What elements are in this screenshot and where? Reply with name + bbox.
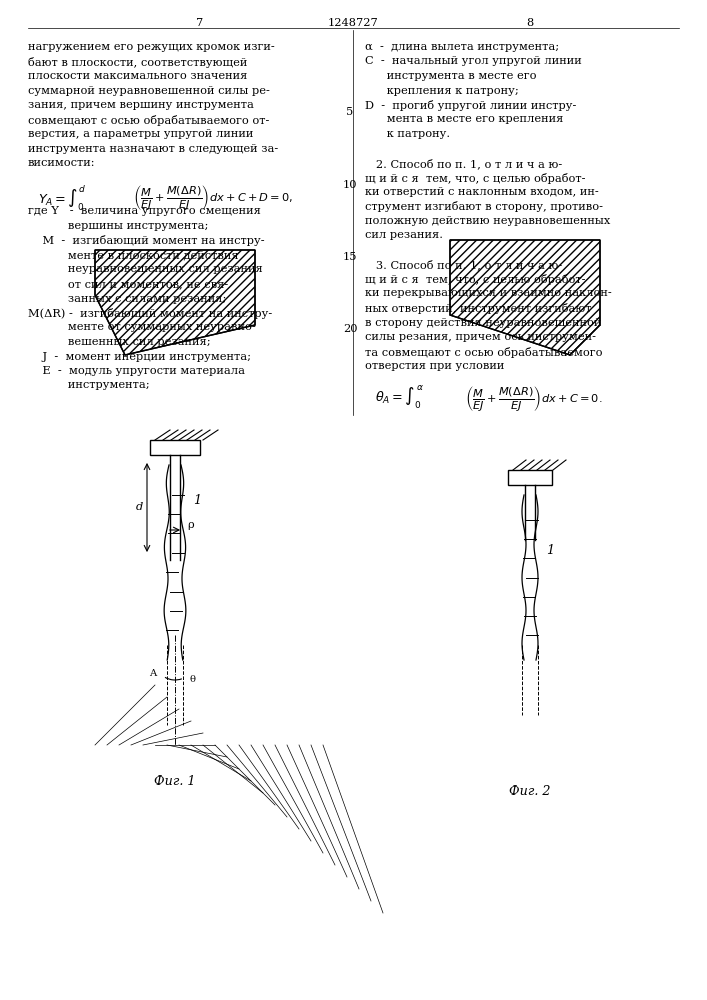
Text: Фиг. 2: Фиг. 2 bbox=[509, 785, 551, 798]
Text: висимости:: висимости: bbox=[28, 158, 95, 168]
Text: Фиг. 1: Фиг. 1 bbox=[154, 775, 196, 788]
Text: θ: θ bbox=[190, 676, 196, 684]
Polygon shape bbox=[95, 250, 255, 355]
Polygon shape bbox=[150, 440, 200, 455]
Text: 1248727: 1248727 bbox=[327, 18, 378, 28]
Text: M  -  изгибающий момент на инстру-: M - изгибающий момент на инстру- bbox=[28, 235, 264, 246]
Text: 7: 7 bbox=[197, 18, 204, 28]
Text: инструмента;: инструмента; bbox=[28, 380, 150, 390]
Text: M(ΔR) -  изгибающий момент на инстру-: M(ΔR) - изгибающий момент на инстру- bbox=[28, 308, 272, 319]
Text: от сил и моментов, не свя-: от сил и моментов, не свя- bbox=[28, 279, 228, 289]
Text: отверстия при условии: отверстия при условии bbox=[365, 361, 504, 371]
Text: $\theta_A = \int_0^\alpha$: $\theta_A = \int_0^\alpha$ bbox=[375, 383, 423, 411]
Text: зания, причем вершину инструмента: зания, причем вершину инструмента bbox=[28, 100, 254, 110]
Text: сил резания.: сил резания. bbox=[365, 231, 443, 240]
Text: $\left(\dfrac{M}{EJ} + \dfrac{M(\Delta R)}{EJ}\right) dx + C + D = 0,$: $\left(\dfrac{M}{EJ} + \dfrac{M(\Delta R… bbox=[133, 182, 293, 212]
Text: 10: 10 bbox=[343, 180, 357, 190]
Text: мента в месте его крепления: мента в месте его крепления bbox=[365, 114, 563, 124]
Text: 15: 15 bbox=[343, 252, 357, 262]
Text: C  -  начальный угол упругой линии: C - начальный угол упругой линии bbox=[365, 56, 582, 66]
Text: в сторону действия неуравновешенной: в сторону действия неуравновешенной bbox=[365, 318, 602, 328]
Text: суммарной неуравновешенной силы ре-: суммарной неуравновешенной силы ре- bbox=[28, 86, 270, 96]
Text: α  -  длина вылета инструмента;: α - длина вылета инструмента; bbox=[365, 42, 559, 52]
Text: верстия, а параметры упругой линии: верстия, а параметры упругой линии bbox=[28, 129, 253, 139]
Text: нагружением его режущих кромок изги-: нагружением его режущих кромок изги- bbox=[28, 42, 275, 52]
Text: щ и й с я  тем, что, с целью обработ-: щ и й с я тем, что, с целью обработ- bbox=[365, 172, 585, 184]
Text: совмещают с осью обрабатываемого от-: совмещают с осью обрабатываемого от- bbox=[28, 114, 269, 125]
Text: 2. Способ по п. 1, о т л и ч а ю-: 2. Способ по п. 1, о т л и ч а ю- bbox=[365, 158, 562, 169]
Text: щ и й с я  тем, что, с целью обработ-: щ и й с я тем, что, с целью обработ- bbox=[365, 274, 585, 285]
Text: где Y   -  величина упругого смещения: где Y - величина упругого смещения bbox=[28, 207, 261, 217]
Text: инструмента назначают в следующей за-: инструмента назначают в следующей за- bbox=[28, 143, 279, 153]
Text: силы резания, причем ось инструмен-: силы резания, причем ось инструмен- bbox=[365, 332, 596, 342]
Text: неуравновешенных сил резания: неуравновешенных сил резания bbox=[28, 264, 263, 274]
Text: ки отверстий с наклонным входом, ин-: ки отверстий с наклонным входом, ин- bbox=[365, 187, 599, 197]
Polygon shape bbox=[450, 240, 600, 355]
Text: вершины инструмента;: вершины инструмента; bbox=[28, 221, 209, 231]
Text: E  -  модуль упругости материала: E - модуль упругости материала bbox=[28, 366, 245, 376]
Text: занных с силами резания;: занных с силами резания; bbox=[28, 294, 226, 304]
Text: 3. Способ по п. 1, о т л и ч а ю-: 3. Способ по п. 1, о т л и ч а ю- bbox=[365, 259, 562, 270]
Text: к патрону.: к патрону. bbox=[365, 129, 450, 139]
Text: 1: 1 bbox=[193, 493, 201, 506]
Text: плоскости максимального значения: плоскости максимального значения bbox=[28, 71, 247, 81]
Text: 8: 8 bbox=[527, 18, 534, 28]
Text: ρ: ρ bbox=[187, 520, 194, 530]
Text: струмент изгибают в сторону, противо-: струмент изгибают в сторону, противо- bbox=[365, 202, 603, 213]
Text: $\left(\dfrac{M}{EJ} + \dfrac{M(\Delta R)}{EJ}\right) dx + C = 0.$: $\left(\dfrac{M}{EJ} + \dfrac{M(\Delta R… bbox=[465, 383, 602, 412]
Text: D  -  прогиб упругой линии инстру-: D - прогиб упругой линии инстру- bbox=[365, 100, 576, 111]
Text: 1: 1 bbox=[546, 544, 554, 556]
Text: 20: 20 bbox=[343, 324, 357, 334]
Text: A: A bbox=[149, 668, 157, 678]
Text: d: d bbox=[135, 502, 143, 512]
Text: менте в плоскости действия: менте в плоскости действия bbox=[28, 250, 239, 260]
Polygon shape bbox=[508, 470, 552, 485]
Text: ных отверстий, инструмент изгибают: ных отверстий, инструмент изгибают bbox=[365, 303, 592, 314]
Text: менте от суммарных неуравно-: менте от суммарных неуравно- bbox=[28, 322, 256, 332]
Text: бают в плоскости, соответствующей: бают в плоскости, соответствующей bbox=[28, 56, 247, 68]
Text: $Y_A = \int_0^d$: $Y_A = \int_0^d$ bbox=[38, 182, 87, 212]
Text: ки перекрывающихся и взаимно наклон-: ки перекрывающихся и взаимно наклон- bbox=[365, 288, 612, 298]
Text: инструмента в месте его: инструмента в месте его bbox=[365, 71, 537, 81]
Text: вешенных сил резания;: вешенных сил резания; bbox=[28, 337, 211, 347]
Text: положную действию неуравновешенных: положную действию неуравновешенных bbox=[365, 216, 610, 226]
Text: 5: 5 bbox=[346, 107, 354, 117]
Text: та совмещают с осью обрабатываемого: та совмещают с осью обрабатываемого bbox=[365, 347, 602, 358]
Text: J  -  момент инерции инструмента;: J - момент инерции инструмента; bbox=[28, 352, 251, 361]
Text: крепления к патрону;: крепления к патрону; bbox=[365, 86, 519, 96]
